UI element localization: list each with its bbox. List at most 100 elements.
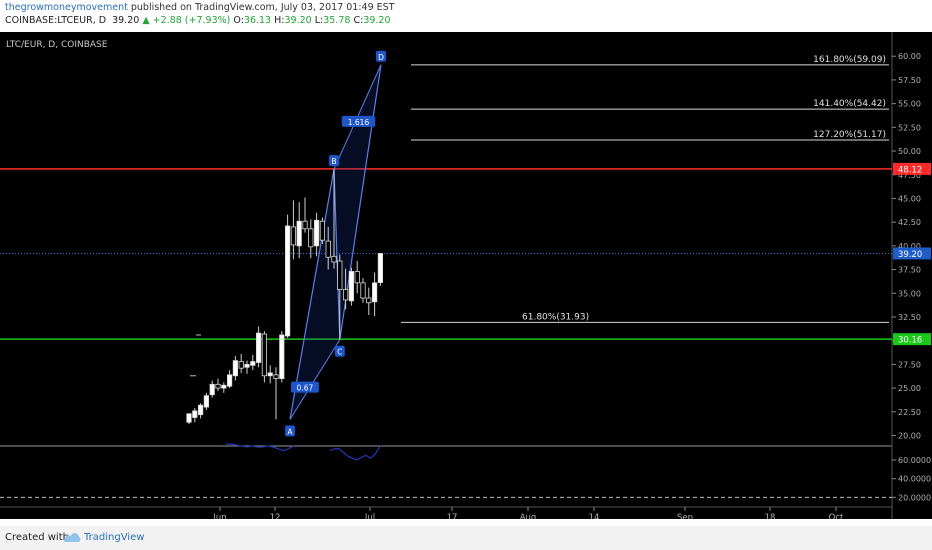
candle-body[interactable] [308,228,314,248]
time-tick-label: 18 [765,513,776,519]
author-link[interactable]: thegrowmoneymovement [5,2,128,13]
candle-body[interactable] [342,289,349,301]
candle-body[interactable] [377,253,384,283]
price-tag-label: 30.16 [898,336,922,346]
created-with-text: Created with [5,532,69,543]
indicator-line [226,443,294,452]
chart-svg[interactable]: LTC/EUR, D, COINBASE 161.80%(59.09) 141.4… [0,32,932,523]
pattern-point-label: B [331,157,336,166]
candle-body[interactable] [354,271,360,284]
candle-body[interactable] [331,255,337,263]
pattern-point-badge [334,345,345,357]
price-change: +2.88 (+7.93%) [152,15,231,26]
time-tick-label: Jun [212,513,226,519]
fib-level-label: 61.80%(31.93) [522,312,589,322]
price-tick-label: 22.50 [898,408,921,417]
candle-body[interactable] [238,361,244,369]
fib-level-label: 141.40%(54.42) [813,99,886,109]
high-label: H: [274,15,285,26]
pattern-ratio-label: 1.616 [348,118,370,127]
price-tick-label: 42.50 [898,218,921,227]
price-tick-label: 37.50 [898,266,921,275]
pattern-point-label: C [337,348,342,357]
indicator-tick-label: 60.0000 [898,456,931,465]
indicator-tick-label: 40.0000 [898,475,931,484]
price-tick-label: 45.00 [898,194,921,203]
indicator-line [329,446,381,461]
candle-body[interactable] [267,372,273,377]
tradingview-logo-icon[interactable] [62,530,82,550]
candle-body[interactable] [226,374,233,387]
close-value: 39.20 [363,15,391,26]
price-tick-label: 55.00 [898,100,921,109]
candle-body[interactable] [215,383,221,389]
price-tick-label: 27.50 [898,360,921,369]
chart-area[interactable]: LTC/EUR, D, COINBASE 161.80%(59.09) 141.4… [0,32,932,523]
candle-body[interactable] [261,333,268,377]
time-tick-label: 17 [447,513,458,519]
price-tick-label: 20.00 [898,432,921,441]
price-tick-label: 35.00 [898,289,921,298]
price-tick-label: 60.00 [898,52,921,61]
up-arrow-icon: ▲ [142,15,150,26]
low-value: 35.78 [323,15,351,26]
time-tick-label: Jul [364,513,375,519]
pattern-ratio-badge [290,381,319,393]
candle-body[interactable] [279,334,285,380]
low-label: L: [314,15,324,26]
pattern-ratio-badge [341,115,376,127]
pattern-leg[interactable] [333,169,341,340]
candle-body[interactable] [296,220,302,247]
price-tick-label: 52.50 [898,123,921,132]
tradingview-link[interactable]: TradingView [84,532,145,543]
pattern-point-label: A [287,427,293,436]
candle-body[interactable] [284,225,291,337]
price-tick-label: 25.00 [898,384,921,393]
candle-body[interactable] [302,220,308,230]
candle-body[interactable] [319,220,326,241]
candle-body[interactable] [192,410,198,418]
publish-info: thegrowmoneymovement published on Tradin… [5,2,395,14]
price-tag [893,247,931,260]
price-tag-label: 48.12 [898,165,922,175]
candle-body[interactable] [250,361,256,366]
candle-body[interactable] [244,363,250,368]
candle-body[interactable] [371,282,378,303]
candle-body[interactable] [186,413,192,423]
price-tick-label: 40.00 [898,242,921,251]
price-tag [893,162,931,175]
pattern-point-badge [285,425,295,437]
candle-body[interactable] [290,226,297,246]
pattern-leg[interactable] [289,168,335,420]
candle-body[interactable] [255,332,262,363]
candle-body[interactable] [360,282,366,299]
candle-body[interactable] [209,383,215,396]
time-tick-label: Oct [829,513,844,519]
candle-body[interactable] [221,384,227,389]
price-tick-label: 32.50 [898,313,921,322]
close-label: C: [353,15,364,26]
price-tag [893,333,931,346]
pattern-point-badge [376,50,386,62]
pattern-point-label: D [378,53,384,62]
time-tick-label: 12 [270,513,281,519]
candle-body[interactable] [232,360,238,377]
candle-body[interactable] [203,395,209,408]
price-tag-label: 39.20 [898,250,922,260]
candle-body[interactable] [337,260,343,290]
candle-body[interactable] [348,271,355,302]
pattern-fill-abc [290,169,340,420]
fib-level-label: 161.80%(59.09) [813,55,886,65]
fib-level-label: 127.20%(51.17) [813,130,886,140]
open-label: O: [233,15,244,26]
candle-body[interactable] [325,240,331,258]
quote-line: COINBASE:LTCEUR, D 39.20 ▲ +2.88 (+7.93%… [5,15,391,27]
candle-body[interactable] [366,297,372,304]
candle-body[interactable] [197,404,204,416]
candle-body[interactable] [273,374,279,380]
footer-bar: Created with TradingView [0,526,932,550]
indicator-tick-label: 20.0000 [898,493,931,502]
candle-body[interactable] [313,219,320,247]
pattern-point-badge [329,155,339,167]
time-tick-label: Aug [520,513,537,519]
